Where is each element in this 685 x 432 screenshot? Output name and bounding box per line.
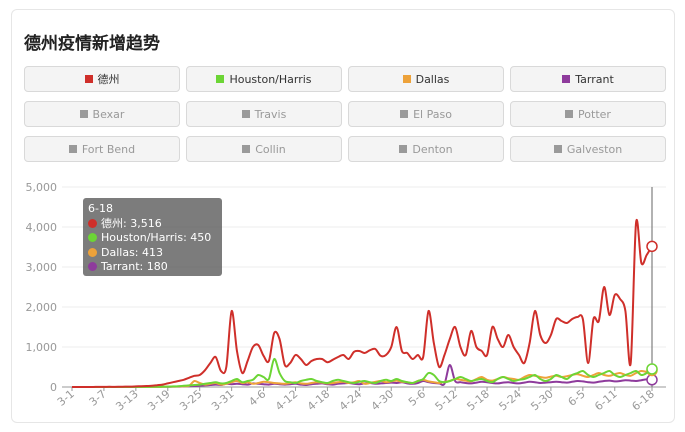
card: [11, 9, 675, 423]
x-tick-label: 3-31: [209, 387, 236, 413]
legend-label: Fort Bend: [81, 142, 136, 156]
tooltip-title: 6-18: [88, 202, 113, 215]
tooltip-row: Tarrant: 180: [88, 260, 217, 275]
tooltip-row: Houston/Harris: 450: [88, 231, 217, 246]
highlight-point: [646, 240, 658, 253]
x-tick-label: 5-18: [464, 387, 491, 413]
tooltip-dot: [88, 233, 97, 242]
tooltip-row: Dallas: 413: [88, 246, 217, 261]
y-tick-label: 2,000: [26, 301, 58, 314]
legend-label: Travis: [254, 107, 287, 121]
x-tick-label: 6-5: [566, 387, 588, 409]
x-tick-label: 3-7: [87, 387, 109, 409]
chart-title: 德州疫情新增趋势: [24, 34, 160, 54]
legend-swatch: [241, 110, 250, 118]
tooltip-dot: [88, 262, 97, 271]
legend-button[interactable]: El Paso: [348, 101, 504, 127]
legend-button[interactable]: Collin: [186, 136, 342, 162]
legend-label: 德州: [97, 73, 120, 86]
legend-label: Tarrant: [575, 72, 614, 86]
legend-button[interactable]: Fort Bend: [24, 136, 180, 162]
series-line: [71, 218, 653, 389]
x-tick-label: 6-18: [629, 387, 656, 413]
x-tick-label: 3-1: [55, 387, 77, 409]
legend-label: Galveston: [566, 142, 623, 156]
tooltip-row: 德州: 3,516: [88, 217, 217, 232]
legend-swatch: [242, 145, 251, 153]
highlight-point: [646, 374, 658, 386]
legend-swatch: [399, 145, 408, 153]
y-tick-label: 5,000: [26, 181, 58, 194]
legend-button[interactable]: Dallas: [348, 66, 504, 92]
legend-swatch: [400, 110, 409, 118]
legend-button[interactable]: Potter: [510, 101, 666, 127]
legend-swatch: [562, 75, 571, 83]
x-tick-label: 6-11: [592, 387, 619, 413]
highlight-point: [646, 363, 658, 375]
legend-swatch: [84, 75, 93, 83]
legend-label: Bexar: [92, 107, 125, 121]
y-tick-label: 3,000: [26, 261, 58, 274]
legend-button[interactable]: Galveston: [510, 136, 666, 162]
legend-button[interactable]: Tarrant: [510, 66, 666, 92]
x-tick-label: 3-25: [177, 387, 204, 413]
legend-button[interactable]: Denton: [348, 136, 504, 162]
legend-swatch: [68, 145, 77, 153]
legend-button[interactable]: Travis: [186, 101, 342, 127]
legend-label: Collin: [255, 142, 286, 156]
x-tick-label: 4-18: [305, 387, 332, 413]
x-tick-label: 5-24: [496, 387, 523, 413]
legend-swatch: [79, 110, 88, 118]
x-tick-label: 4-6: [246, 387, 268, 409]
y-tick-label: 0: [50, 381, 57, 394]
x-tick-label: 5-6: [406, 387, 428, 409]
series-line: [71, 357, 653, 389]
tooltip: 6-18 德州: 3,516 Houston/Harris: 450 Dallas: …: [83, 198, 222, 276]
tooltip-text: Tarrant: 180: [101, 260, 168, 273]
legend-button[interactable]: Houston/Harris: [186, 66, 342, 92]
x-tick-label: 4-24: [337, 387, 364, 413]
legend-label: Potter: [578, 107, 611, 121]
legend-label: El Paso: [413, 107, 452, 121]
legend-swatch: [402, 75, 411, 83]
legend-button[interactable]: Bexar: [24, 101, 180, 127]
legend-swatch: [553, 145, 562, 153]
x-tick-label: 5-30: [528, 387, 555, 413]
legend-label: Denton: [412, 142, 453, 156]
x-tick-label: 4-30: [369, 387, 396, 413]
legend-button[interactable]: 德州: [24, 66, 180, 92]
y-tick-label: 4,000: [26, 221, 58, 234]
x-tick-label: 3-19: [145, 387, 172, 413]
tooltip-text: 德州: 3,516: [101, 216, 162, 230]
x-tick-label: 5-12: [433, 387, 460, 413]
tooltip-text: Dallas: 413: [101, 245, 163, 259]
tooltip-dot: [88, 247, 97, 257]
legend-label: Houston/Harris: [229, 72, 312, 86]
x-tick-label: 3-13: [113, 387, 140, 413]
x-tick-label: 4-12: [273, 387, 300, 413]
tooltip-text: Houston/Harris: 450: [101, 231, 212, 244]
legend-swatch: [565, 110, 574, 118]
tooltip-dot: [88, 218, 97, 228]
y-tick-label: 1,000: [26, 341, 58, 354]
legend-label: Dallas: [415, 72, 450, 86]
legend-swatch: [216, 75, 225, 83]
